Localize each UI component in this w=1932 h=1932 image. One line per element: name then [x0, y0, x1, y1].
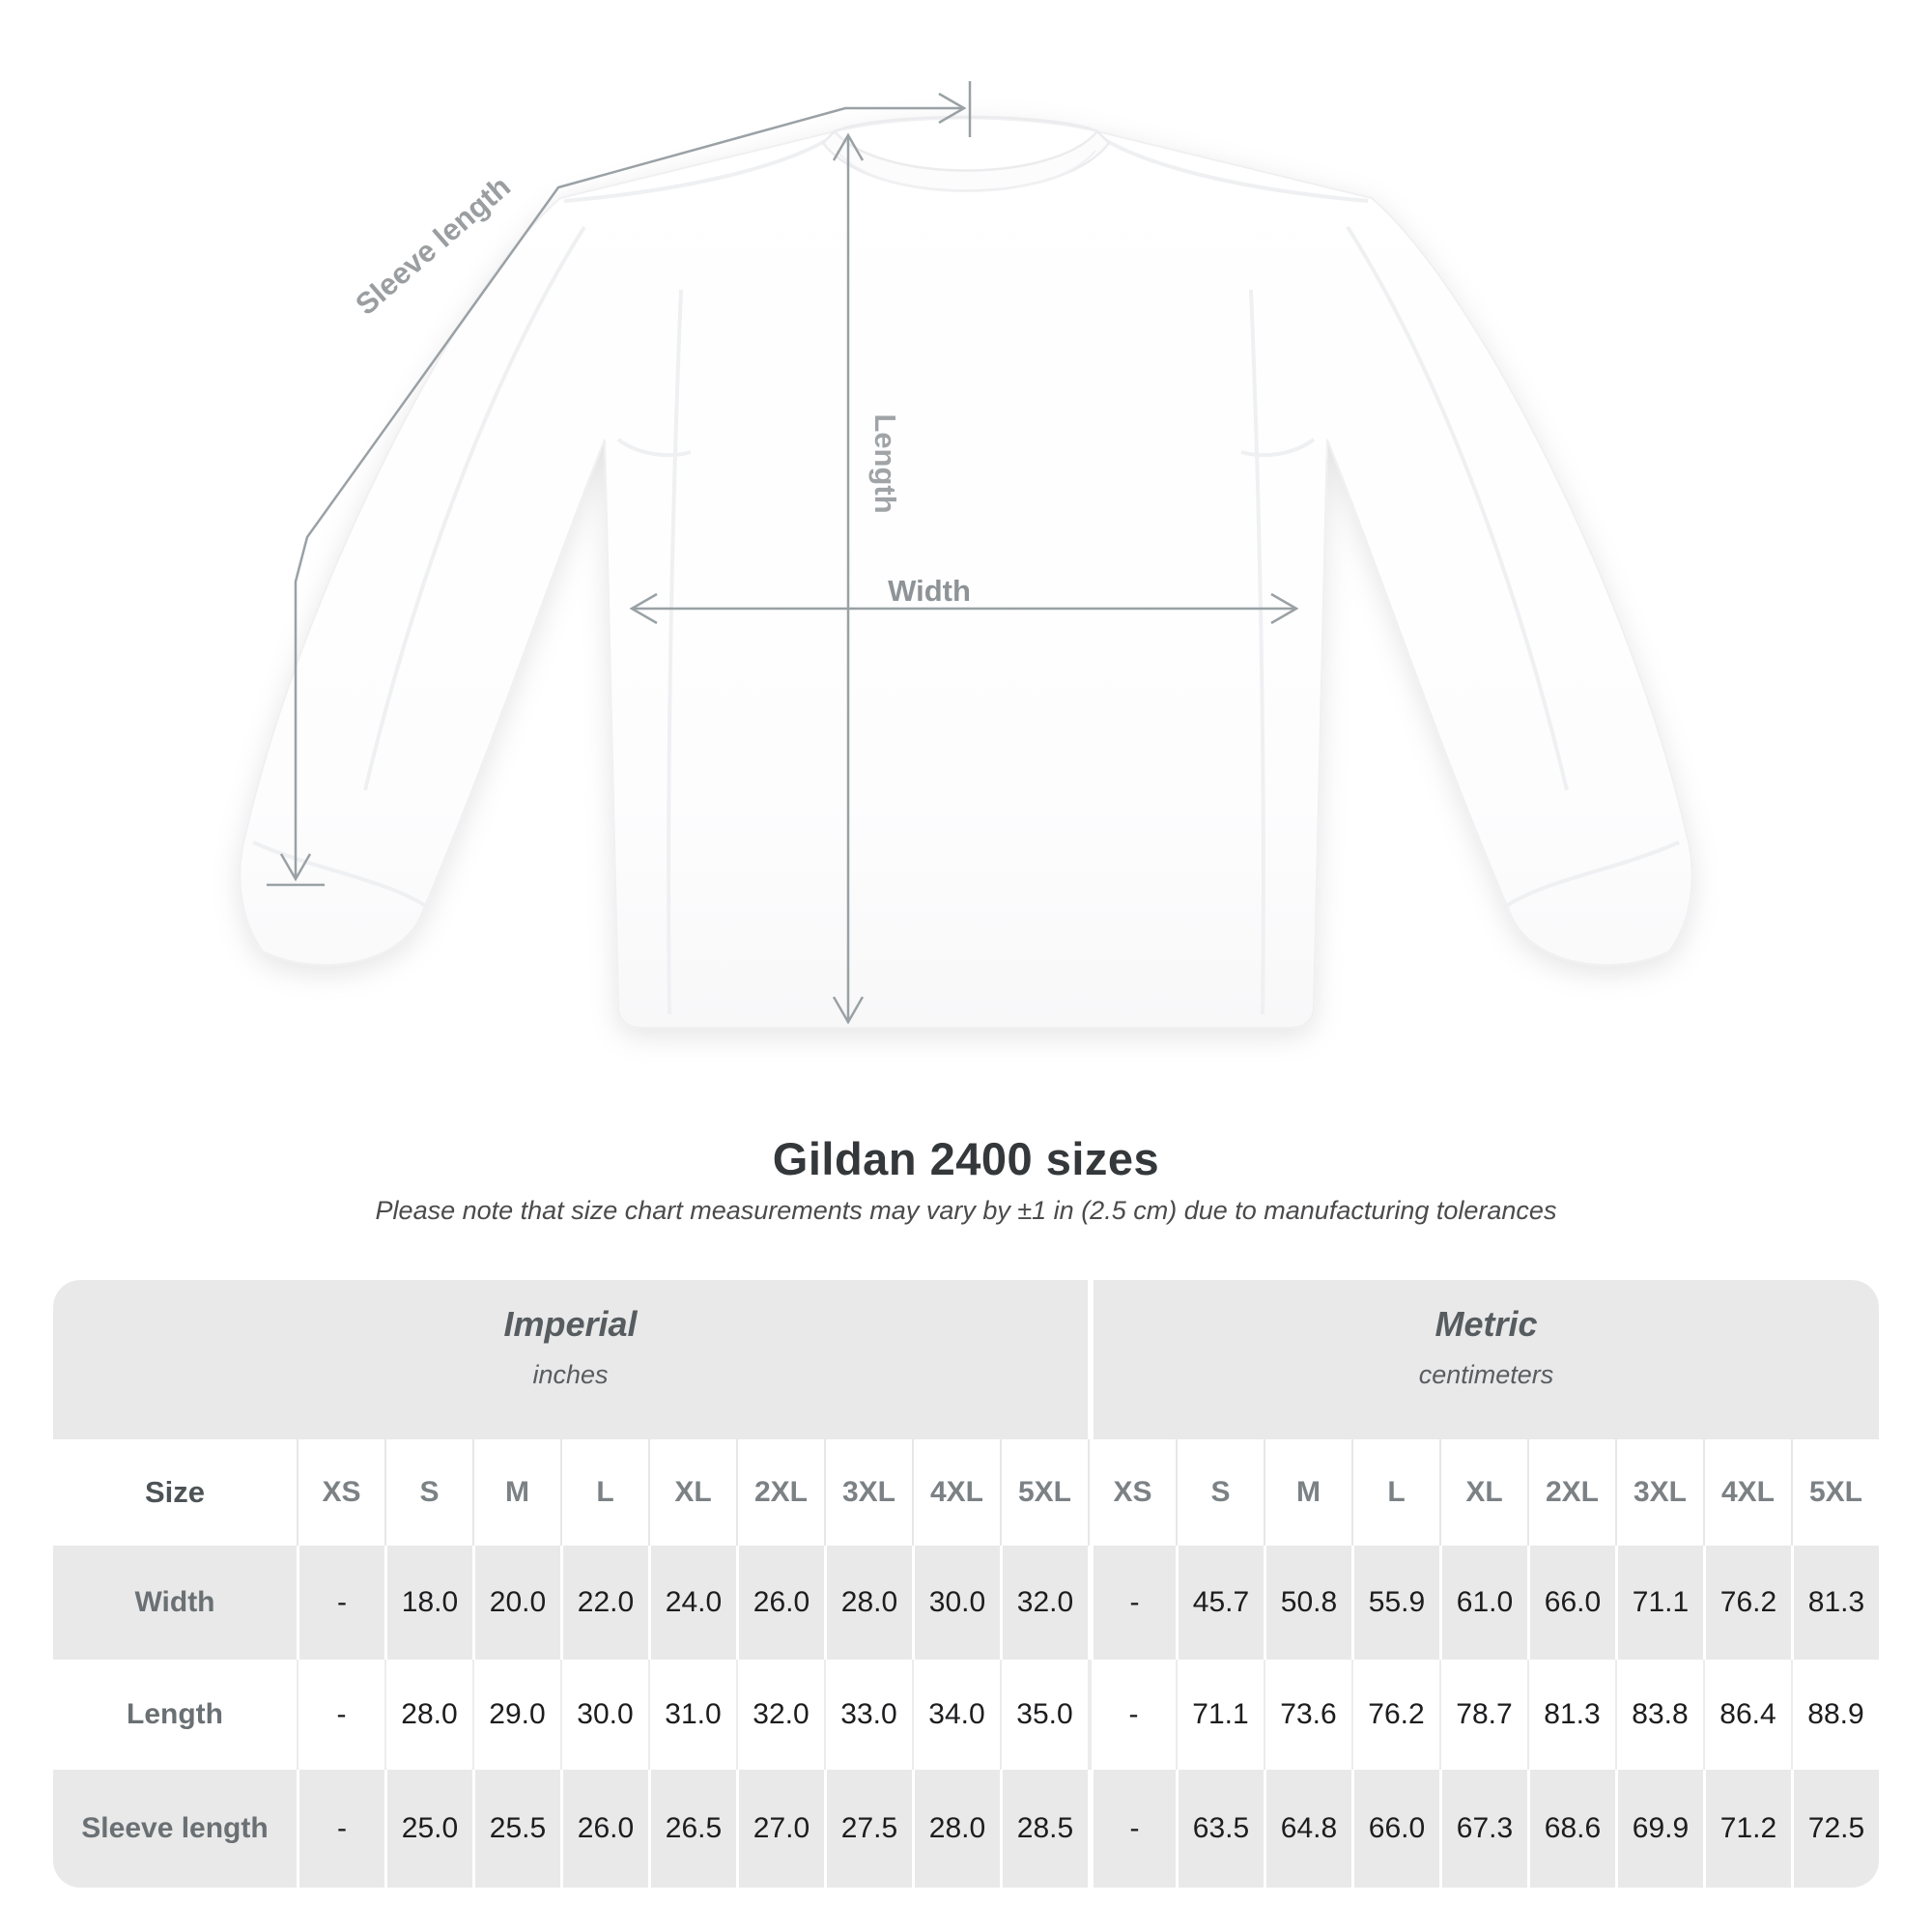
tolerance-note: Please note that size chart measurements… [375, 1196, 1557, 1225]
value-cell: 68.6 [1527, 1770, 1615, 1888]
value-cell: 86.4 [1703, 1660, 1791, 1770]
value-cell: 24.0 [648, 1546, 736, 1660]
value-cell: 81.3 [1791, 1546, 1879, 1660]
value-cell: 28.5 [1000, 1770, 1088, 1888]
value-cell: 45.7 [1176, 1546, 1264, 1660]
sleeve-length-row: Sleeve length - 25.0 25.5 26.0 26.5 27.0… [53, 1770, 1879, 1888]
value-cell: 33.0 [824, 1660, 912, 1770]
width-label: Width [888, 574, 971, 608]
value-cell: 71.2 [1703, 1770, 1791, 1888]
value-cell: 28.0 [912, 1770, 1000, 1888]
value-cell: 64.8 [1264, 1770, 1351, 1888]
value-cell: 50.8 [1264, 1546, 1351, 1660]
size-column-header: Size [144, 1475, 206, 1509]
col-header-imperial-xl: XL [648, 1439, 736, 1546]
value-cell: 29.0 [472, 1660, 560, 1770]
value-cell: 73.6 [1264, 1660, 1351, 1770]
value-cell: 63.5 [1176, 1770, 1264, 1888]
value-cell: 18.0 [384, 1546, 472, 1660]
value-cell: 69.9 [1615, 1770, 1703, 1888]
value-cell: 78.7 [1439, 1660, 1527, 1770]
value-cell: 27.0 [736, 1770, 824, 1888]
value-cell: - [1088, 1546, 1176, 1660]
imperial-section-header: Imperial inches [53, 1280, 1088, 1439]
width-row: Width - 18.0 20.0 22.0 24.0 26.0 28.0 30… [53, 1546, 1879, 1660]
col-header-metric-3xl: 3XL [1615, 1439, 1703, 1546]
value-cell: 76.2 [1351, 1660, 1439, 1770]
value-cell: 35.0 [1000, 1660, 1088, 1770]
value-cell: - [297, 1660, 384, 1770]
value-cell: 88.9 [1791, 1660, 1879, 1770]
width-measure-arrow [629, 592, 1299, 625]
col-header-metric-xl: XL [1439, 1439, 1527, 1546]
value-cell: 34.0 [912, 1660, 1000, 1770]
value-cell: 32.0 [1000, 1546, 1088, 1660]
value-cell: 25.0 [384, 1770, 472, 1888]
row-label: Width [134, 1586, 215, 1618]
shirt-graphic [239, 115, 1693, 1029]
value-cell: 30.0 [912, 1546, 1000, 1660]
col-header-imperial-xs: XS [297, 1439, 384, 1546]
value-cell: 66.0 [1527, 1546, 1615, 1660]
page-title: Gildan 2400 sizes [772, 1133, 1160, 1184]
col-header-imperial-5xl: 5XL [1000, 1439, 1088, 1546]
value-cell: 26.5 [648, 1770, 736, 1888]
long-sleeve-shirt-diagram: Sleeve length Length Width [239, 81, 1693, 1029]
value-cell: 67.3 [1439, 1770, 1527, 1888]
value-cell: - [297, 1546, 384, 1660]
sleeve-length-measure-arrow [267, 81, 972, 887]
value-cell: 28.0 [384, 1660, 472, 1770]
imperial-unit-label: inches [532, 1360, 609, 1389]
value-cell: - [297, 1770, 384, 1888]
value-cell: 28.0 [824, 1546, 912, 1660]
col-header-metric-4xl: 4XL [1703, 1439, 1791, 1546]
col-header-imperial-2xl: 2XL [736, 1439, 824, 1546]
col-header-metric-s: S [1176, 1439, 1264, 1546]
value-cell: 61.0 [1439, 1546, 1527, 1660]
col-header-metric-2xl: 2XL [1527, 1439, 1615, 1546]
value-cell: 26.0 [560, 1770, 648, 1888]
col-header-imperial-s: S [384, 1439, 472, 1546]
row-label: Sleeve length [81, 1812, 269, 1844]
col-header-imperial-4xl: 4XL [912, 1439, 1000, 1546]
value-cell: 55.9 [1351, 1546, 1439, 1660]
length-measure-arrow [832, 132, 865, 1025]
metric-label: Metric [1435, 1304, 1538, 1344]
value-cell: - [1088, 1660, 1176, 1770]
col-header-metric-l: L [1351, 1439, 1439, 1546]
value-cell: 72.5 [1791, 1770, 1879, 1888]
value-cell: 83.8 [1615, 1660, 1703, 1770]
value-cell: 26.0 [736, 1546, 824, 1660]
value-cell: 66.0 [1351, 1770, 1439, 1888]
value-cell: 81.3 [1527, 1660, 1615, 1770]
size-header-row: Size XS S M L XL 2XL 3XL 4XL 5XL XS S M … [53, 1439, 1879, 1546]
size-table: Imperial inches Metric centimeters Size … [53, 1280, 1879, 1888]
value-cell: 71.1 [1615, 1546, 1703, 1660]
value-cell: 20.0 [472, 1546, 560, 1660]
metric-unit-label: centimeters [1418, 1360, 1554, 1389]
col-header-metric-5xl: 5XL [1791, 1439, 1879, 1546]
value-cell: 31.0 [648, 1660, 736, 1770]
row-label: Length [127, 1698, 223, 1730]
value-cell: 27.5 [824, 1770, 912, 1888]
value-cell: 32.0 [736, 1660, 824, 1770]
col-header-imperial-3xl: 3XL [824, 1439, 912, 1546]
value-cell: 71.1 [1176, 1660, 1264, 1770]
length-row: Length - 28.0 29.0 30.0 31.0 32.0 33.0 3… [53, 1660, 1879, 1770]
value-cell: 30.0 [560, 1660, 648, 1770]
value-cell: 76.2 [1703, 1546, 1791, 1660]
length-label: Length [868, 413, 902, 513]
col-header-metric-m: M [1264, 1439, 1351, 1546]
value-cell: 25.5 [472, 1770, 560, 1888]
value-cell: - [1088, 1770, 1176, 1888]
col-header-imperial-m: M [472, 1439, 560, 1546]
imperial-label: Imperial [503, 1304, 638, 1344]
value-cell: 22.0 [560, 1546, 648, 1660]
col-header-imperial-l: L [560, 1439, 648, 1546]
metric-section-header: Metric centimeters [1094, 1280, 1879, 1439]
col-header-metric-xs: XS [1088, 1439, 1176, 1546]
unit-header-row: Imperial inches Metric centimeters [53, 1280, 1879, 1439]
